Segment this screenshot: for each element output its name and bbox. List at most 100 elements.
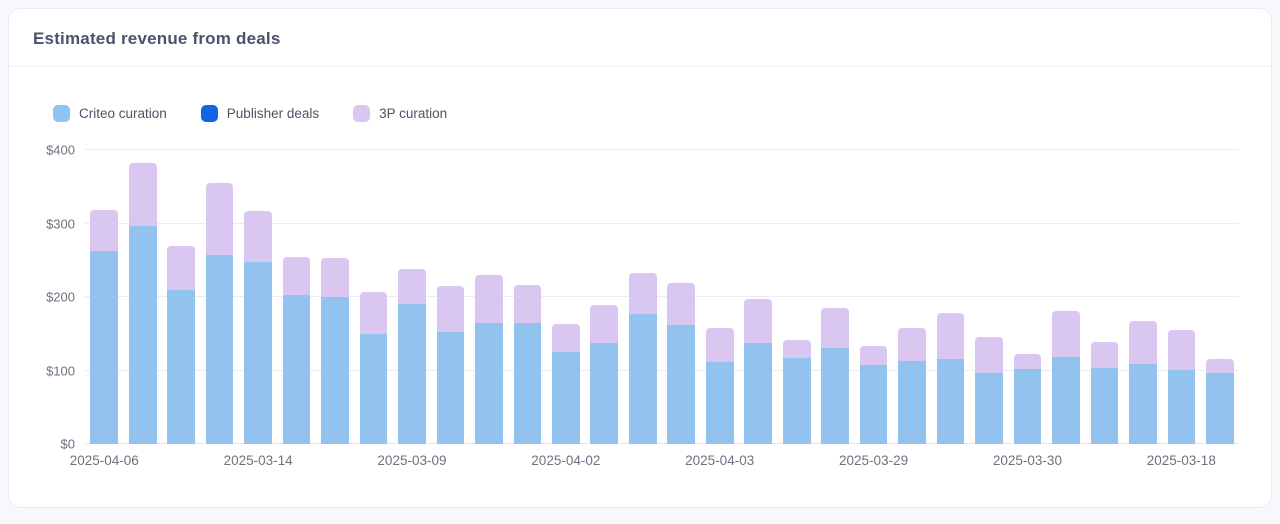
bar[interactable] xyxy=(705,327,734,444)
bar-segment-3p-curation[interactable] xyxy=(975,336,1003,373)
bar-segment-criteo-curation[interactable] xyxy=(513,322,542,444)
bar[interactable] xyxy=(744,299,773,444)
bar-segment-3p-curation[interactable] xyxy=(782,339,811,359)
bar-segment-3p-curation[interactable] xyxy=(205,183,234,256)
bar[interactable] xyxy=(1205,358,1234,444)
legend-item-publisher-deals[interactable]: Publisher deals xyxy=(200,105,319,122)
bar-segment-3p-curation[interactable] xyxy=(436,285,465,333)
bar-segment-3p-curation[interactable] xyxy=(128,162,157,226)
bar-segment-criteo-curation[interactable] xyxy=(398,304,426,444)
bar[interactable] xyxy=(1090,341,1119,444)
bar-segment-criteo-curation[interactable] xyxy=(359,333,388,444)
bar[interactable] xyxy=(975,336,1003,444)
bar[interactable] xyxy=(359,291,388,444)
bar[interactable] xyxy=(628,273,657,444)
bar[interactable] xyxy=(859,346,888,444)
bar[interactable] xyxy=(590,305,619,444)
bar-segment-criteo-curation[interactable] xyxy=(782,358,811,444)
bar-segment-criteo-curation[interactable] xyxy=(436,332,465,444)
bar[interactable] xyxy=(936,313,965,444)
bar-segment-criteo-curation[interactable] xyxy=(667,324,696,444)
bar[interactable] xyxy=(128,162,157,444)
bar-segment-3p-curation[interactable] xyxy=(667,283,696,325)
bar[interactable] xyxy=(205,183,234,444)
bar-segment-3p-curation[interactable] xyxy=(590,305,619,344)
bar-segment-3p-curation[interactable] xyxy=(936,313,965,359)
bar-segment-3p-curation[interactable] xyxy=(1167,330,1196,370)
bar-segment-3p-curation[interactable] xyxy=(282,256,311,295)
bar-segment-criteo-curation[interactable] xyxy=(205,255,234,444)
bar[interactable] xyxy=(1167,330,1196,444)
bar-segment-3p-curation[interactable] xyxy=(628,273,657,314)
legend-item-3p-curation[interactable]: 3P curation xyxy=(353,105,447,122)
bar-segment-criteo-curation[interactable] xyxy=(1052,357,1080,444)
bar-segment-criteo-curation[interactable] xyxy=(936,358,965,444)
bar-segment-criteo-curation[interactable] xyxy=(167,289,196,444)
bar-segment-criteo-curation[interactable] xyxy=(859,364,888,444)
bar-segment-criteo-curation[interactable] xyxy=(475,322,503,444)
bar-slot xyxy=(123,150,161,444)
bar[interactable] xyxy=(782,339,811,444)
bar[interactable] xyxy=(436,285,465,444)
bar[interactable] xyxy=(667,283,696,444)
bar-slot xyxy=(816,150,854,444)
bar[interactable] xyxy=(167,245,196,444)
bar-segment-criteo-curation[interactable] xyxy=(898,360,926,444)
bar[interactable] xyxy=(244,211,272,444)
bar[interactable] xyxy=(282,256,311,444)
bar-segment-criteo-curation[interactable] xyxy=(590,343,619,444)
bar-segment-3p-curation[interactable] xyxy=(321,258,349,297)
bar-segment-3p-curation[interactable] xyxy=(744,299,773,344)
bar[interactable] xyxy=(1129,320,1157,444)
bar-segment-criteo-curation[interactable] xyxy=(1090,367,1119,444)
bar-segment-criteo-curation[interactable] xyxy=(744,343,773,444)
bar[interactable] xyxy=(552,324,580,444)
bar-segment-3p-curation[interactable] xyxy=(1129,320,1157,364)
bar-segment-3p-curation[interactable] xyxy=(1090,341,1119,368)
bar[interactable] xyxy=(398,269,426,444)
bar-segment-criteo-curation[interactable] xyxy=(552,352,580,444)
bar-segment-3p-curation[interactable] xyxy=(859,346,888,365)
bar-segment-3p-curation[interactable] xyxy=(898,327,926,361)
bar-segment-criteo-curation[interactable] xyxy=(321,297,349,444)
bar-segment-criteo-curation[interactable] xyxy=(705,361,734,444)
bar-segment-3p-curation[interactable] xyxy=(705,327,734,362)
bar-segment-criteo-curation[interactable] xyxy=(244,261,272,444)
bar-segment-criteo-curation[interactable] xyxy=(128,225,157,444)
bar-segment-3p-curation[interactable] xyxy=(359,291,388,334)
bar-segment-3p-curation[interactable] xyxy=(1013,354,1042,370)
bar-segment-criteo-curation[interactable] xyxy=(975,372,1003,444)
bar-segment-criteo-curation[interactable] xyxy=(90,251,119,444)
bar-segment-criteo-curation[interactable] xyxy=(1205,372,1234,444)
bar-segment-criteo-curation[interactable] xyxy=(1167,369,1196,444)
bar-segment-criteo-curation[interactable] xyxy=(821,348,849,444)
bar-segment-3p-curation[interactable] xyxy=(1052,310,1080,358)
bar-segment-3p-curation[interactable] xyxy=(398,269,426,305)
bar-segment-3p-curation[interactable] xyxy=(167,245,196,290)
bar[interactable] xyxy=(90,210,119,444)
bar-segment-3p-curation[interactable] xyxy=(552,324,580,353)
bar-segment-3p-curation[interactable] xyxy=(1205,358,1234,373)
bar-segment-criteo-curation[interactable] xyxy=(282,294,311,444)
x-axis: 2025-04-06 2025-03-14 2025-03-09 2025-04-02… xyxy=(70,444,1239,474)
bar-segment-3p-curation[interactable] xyxy=(244,211,272,262)
bar-segment-criteo-curation[interactable] xyxy=(1013,369,1042,444)
x-axis-label: 2025-03-14 xyxy=(223,453,293,468)
bar-segment-3p-curation[interactable] xyxy=(821,308,849,349)
bar[interactable] xyxy=(513,284,542,444)
bar-segment-3p-curation[interactable] xyxy=(513,284,542,323)
bar-segment-criteo-curation[interactable] xyxy=(1129,363,1157,444)
bar-segment-3p-curation[interactable] xyxy=(475,274,503,323)
bar-segment-3p-curation[interactable] xyxy=(90,210,119,252)
gridline xyxy=(85,149,1239,150)
legend-item-criteo-curation[interactable]: Criteo curation xyxy=(53,105,167,122)
x-axis-label: 2025-04-02 xyxy=(531,453,601,468)
bar-segment-criteo-curation[interactable] xyxy=(628,313,657,444)
bar[interactable] xyxy=(475,274,503,444)
bar[interactable] xyxy=(1013,354,1042,444)
bar-slot xyxy=(1047,150,1085,444)
bar[interactable] xyxy=(821,308,849,444)
bar[interactable] xyxy=(1052,310,1080,444)
bar[interactable] xyxy=(898,327,926,444)
bar[interactable] xyxy=(321,258,349,444)
